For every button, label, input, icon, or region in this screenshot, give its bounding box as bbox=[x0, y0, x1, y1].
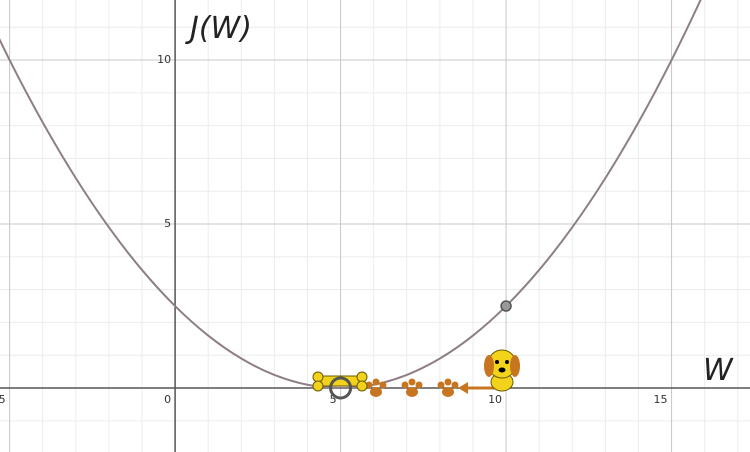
arrow-head bbox=[458, 382, 468, 394]
x-tick-label: 15 bbox=[654, 393, 668, 406]
y-tick-label: 10 bbox=[157, 53, 171, 66]
paw bbox=[365, 378, 387, 397]
minimum-point bbox=[329, 376, 353, 400]
x-axis-label: W bbox=[703, 353, 734, 388]
x-tick-label: 5 bbox=[330, 393, 337, 406]
marks-layer bbox=[329, 300, 512, 400]
x-tick-label: 0 bbox=[164, 393, 171, 406]
x-tick-label: -5 bbox=[0, 393, 6, 406]
start-point bbox=[500, 300, 512, 312]
paw bbox=[401, 378, 423, 397]
function-curve bbox=[0, 0, 702, 390]
y-tick-label: 5 bbox=[164, 217, 171, 230]
ticks: -5 0 5 10 15 5 10 bbox=[0, 53, 668, 406]
y-axis-label: J(W) bbox=[185, 11, 252, 46]
dog bbox=[484, 349, 520, 392]
curve-layer bbox=[0, 0, 702, 390]
paw bbox=[437, 378, 459, 397]
x-tick-label: 10 bbox=[488, 393, 502, 406]
